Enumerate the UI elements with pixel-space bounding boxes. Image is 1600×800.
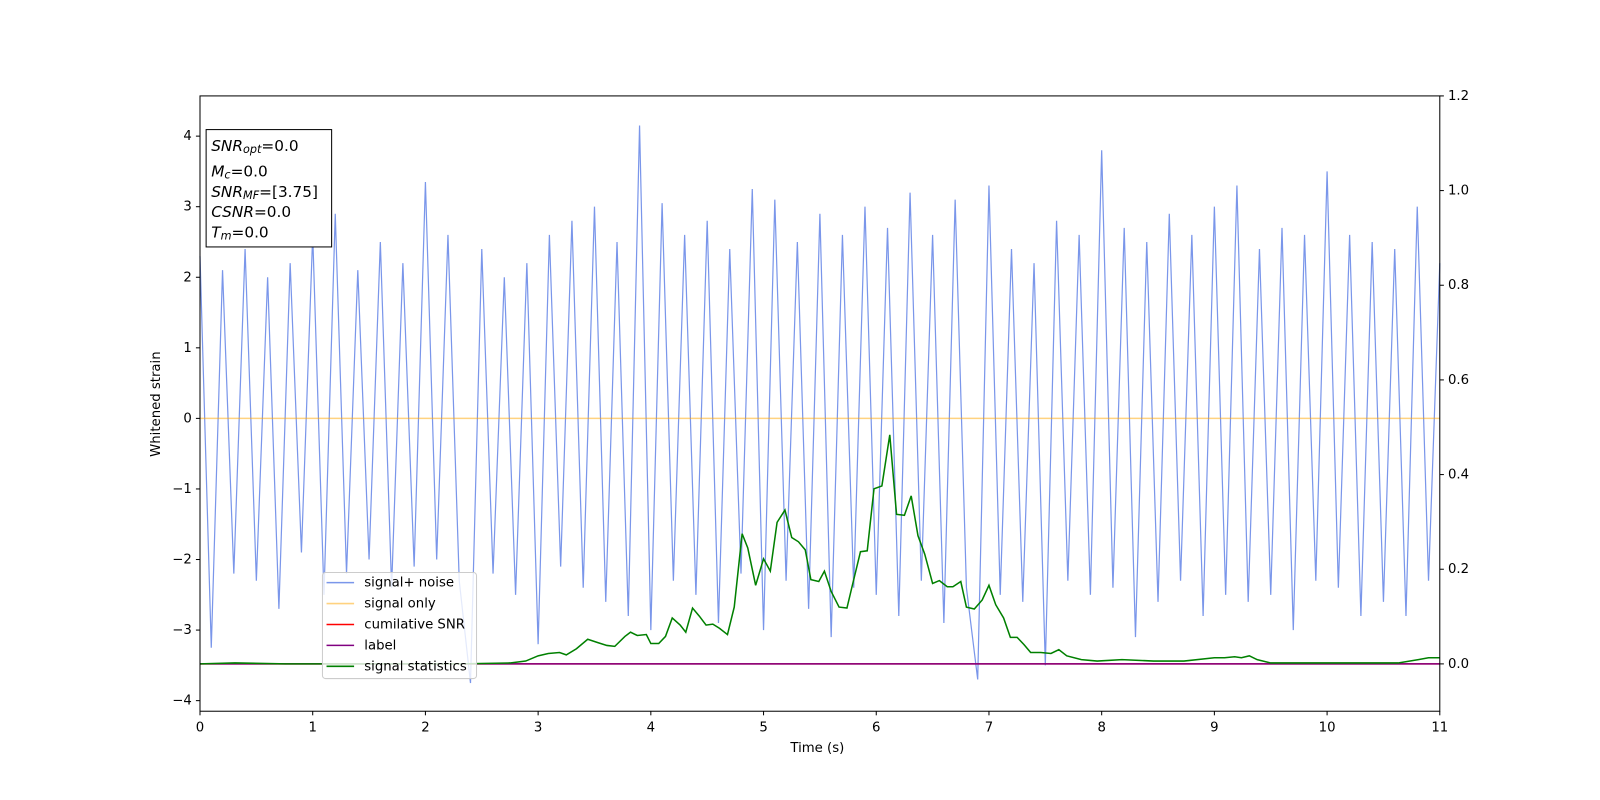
legend-frame: [321, 571, 478, 680]
legend-label: label: [364, 638, 396, 653]
legend-label: signal only: [364, 597, 436, 612]
x-tick-label: 2: [421, 721, 429, 736]
annotation: CSNR=0.0: [211, 203, 291, 221]
annotation: SNRMF=[3.75]: [211, 182, 318, 202]
annotation-part: M: [211, 162, 224, 180]
x-tick-label: 3: [534, 721, 542, 736]
y-tick-label: −3: [172, 623, 192, 638]
x-tick-label: 10: [1319, 721, 1336, 736]
annotation-part: =[3.75]: [259, 182, 318, 200]
x-tick-label: 11: [1431, 721, 1448, 736]
y2-tick-label: 1.2: [1448, 89, 1469, 104]
x-tick-label: 8: [1097, 721, 1105, 736]
annotation-part: =0.0: [261, 136, 298, 154]
x-tick-label: 0: [196, 721, 204, 736]
y-tick-label: −4: [172, 694, 192, 709]
annotation-part: =0.0: [232, 223, 269, 241]
annotation: Mc=0.0: [211, 162, 268, 182]
y2-tick-label: 0.6: [1448, 373, 1469, 388]
y-tick-label: 2: [183, 270, 191, 285]
y-axis-label: Whitened strain: [149, 351, 164, 456]
annotation-part: =0.0: [231, 162, 268, 180]
y-tick-label: 1: [183, 341, 191, 356]
y2-tick-label: 1.0: [1448, 184, 1469, 199]
x-tick-label: 4: [647, 721, 655, 736]
series-line: [199, 434, 1440, 665]
y-tick-label: 0: [183, 411, 191, 426]
x-tick-label: 7: [985, 721, 993, 736]
annotation-part: CSNR: [211, 203, 254, 221]
annotation-part: SNR: [211, 136, 243, 154]
y2-tick-label: 0.4: [1448, 468, 1469, 483]
legend-label: cumilative SNR: [364, 617, 465, 632]
annotation-subscript: opt: [243, 143, 262, 156]
annotation-subscript: MF: [243, 189, 260, 202]
annotation: Tm=0.0: [211, 223, 268, 243]
y-tick-label: 4: [183, 129, 191, 144]
annotation-part: SNR: [211, 182, 243, 200]
axes-frame: [199, 95, 1441, 712]
annotation-part: T: [211, 223, 222, 241]
y-tick-label: −2: [172, 553, 192, 568]
series-line: [199, 125, 1441, 684]
annotation-part: =0.0: [254, 203, 291, 221]
y2-tick-label: 0.8: [1448, 278, 1469, 293]
y2-tick-label: 0.2: [1448, 562, 1469, 577]
y-tick-label: 3: [183, 200, 191, 215]
x-tick-label: 1: [308, 721, 316, 736]
legend-label: signal+ noise: [364, 576, 454, 591]
annotation-box: SNRopt=0.0Mc=0.0SNRMF=[3.75]CSNR=0.0Tm=0…: [205, 129, 333, 248]
annotation-frame: [205, 129, 333, 248]
y2-tick-label: 0.0: [1448, 657, 1469, 672]
x-tick-label: 5: [759, 721, 767, 736]
annotation-subscript: c: [224, 169, 231, 182]
y-tick-label: −1: [172, 482, 192, 497]
x-tick-label: 6: [872, 721, 880, 736]
legend-label: signal statistics: [364, 659, 467, 674]
annotation-subscript: m: [221, 230, 232, 243]
annotation: SNRopt=0.0: [211, 136, 298, 156]
x-axis-label: Time (s): [789, 741, 844, 756]
legend: signal+ noise signal only cumilative SNR la…: [321, 571, 478, 680]
x-tick-label: 9: [1210, 721, 1218, 736]
